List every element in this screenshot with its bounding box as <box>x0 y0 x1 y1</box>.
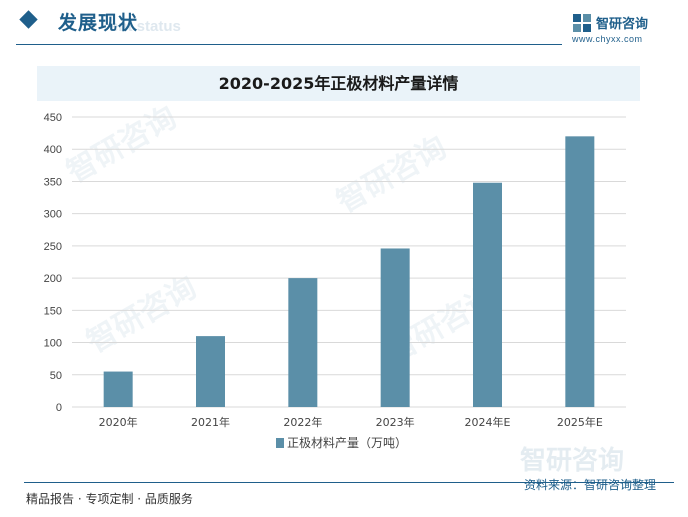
x-tick-label: 2023年 <box>376 415 415 429</box>
bar <box>380 248 410 407</box>
y-tick-label: 50 <box>50 370 62 382</box>
bar <box>565 136 595 408</box>
chart-title-band: 2020-2025年正极材料产量详情 <box>37 66 640 101</box>
x-tick-label: 2021年 <box>191 415 230 429</box>
y-tick-label: 150 <box>44 305 62 317</box>
bar <box>103 371 133 407</box>
y-tick-label: 300 <box>44 209 62 221</box>
y-tick-label: 450 <box>44 112 62 124</box>
bar <box>288 278 318 407</box>
chart-title: 2020-2025年正极材料产量详情 <box>218 74 459 93</box>
header-divider <box>16 44 562 45</box>
bar <box>196 336 225 407</box>
legend-swatch <box>276 438 284 448</box>
x-tick-label: 2022年 <box>283 415 322 429</box>
x-tick-label: 2024年E <box>465 415 511 429</box>
y-tick-label: 400 <box>44 144 62 156</box>
y-tick-label: 0 <box>56 402 62 414</box>
brand-url: www.chyxx.com <box>572 34 643 44</box>
footer-divider <box>24 482 674 483</box>
brand-name: 智研咨询 <box>596 17 649 32</box>
section-title: 发展现状 <box>58 12 139 34</box>
section-subtitle: ent status <box>110 18 181 35</box>
x-tick-label: 2020年 <box>99 415 138 429</box>
y-tick-label: 200 <box>44 273 62 285</box>
source-note: 资料来源：智研咨询整理 <box>524 478 657 492</box>
x-tick-label: 2025年E <box>557 415 603 429</box>
footer-tagline: 精品报告 · 专项定制 · 品质服务 <box>26 492 193 506</box>
section-header: ent status 发展现状 智研咨询 www.chyxx.com <box>0 0 688 48</box>
y-tick-label: 100 <box>44 338 62 350</box>
y-tick-label: 350 <box>44 176 62 188</box>
brand-logo-icon <box>573 14 591 32</box>
legend-label: 正极材料产量（万吨） <box>287 436 407 450</box>
bar <box>473 182 502 407</box>
y-tick-label: 250 <box>44 241 62 253</box>
